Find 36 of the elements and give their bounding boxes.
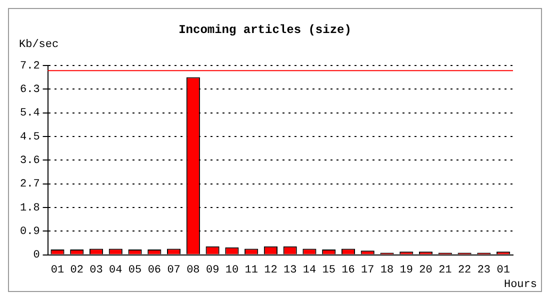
x-tick-label: 13 [283, 264, 297, 276]
x-tick-label: 05 [128, 264, 142, 276]
y-tick-label: 4.5 [20, 131, 40, 144]
x-tick-label: 01 [496, 264, 510, 276]
x-tick-label: 12 [264, 264, 278, 276]
chart-title: Incoming articles (size) [178, 23, 352, 38]
x-tick-label: 15 [322, 264, 336, 276]
x-tick-label: 03 [90, 264, 103, 276]
x-tick-label: 17 [361, 264, 374, 276]
y-axis-title: Kb/sec [19, 39, 59, 51]
y-tick-label: 5.4 [20, 108, 40, 120]
x-tick-label: 21 [438, 264, 452, 276]
x-tick-label: 02 [70, 264, 84, 276]
x-tick-label: 19 [400, 264, 413, 276]
x-tick-label: 11 [244, 264, 258, 276]
x-tick-label: 04 [109, 264, 123, 276]
x-tick-label: 18 [380, 264, 394, 276]
x-tick-label: 16 [342, 264, 355, 276]
x-tick-label: 09 [206, 264, 220, 276]
x-tick-label: 01 [50, 264, 64, 276]
y-tick-label: 1.8 [20, 202, 40, 214]
y-tick-label: 0.9 [20, 226, 40, 238]
x-tick-label: 06 [148, 264, 162, 276]
y-tick-label: 3.6 [20, 155, 40, 168]
x-tick-label: 08 [186, 264, 200, 276]
x-tick-label: 10 [225, 264, 239, 276]
x-tick-label: 14 [302, 264, 316, 276]
y-tick-label: 2.7 [20, 178, 40, 191]
x-tick-label: 20 [419, 264, 432, 276]
x-tick-label: 07 [167, 264, 180, 276]
y-tick-label: 0 [33, 250, 40, 262]
x-tick-label: 23 [477, 264, 491, 276]
y-tick-label: 7.2 [20, 60, 40, 72]
x-axis-title: Hours [504, 279, 537, 291]
y-tick-label: 6.3 [20, 84, 40, 96]
x-tick-label: 22 [458, 264, 472, 276]
